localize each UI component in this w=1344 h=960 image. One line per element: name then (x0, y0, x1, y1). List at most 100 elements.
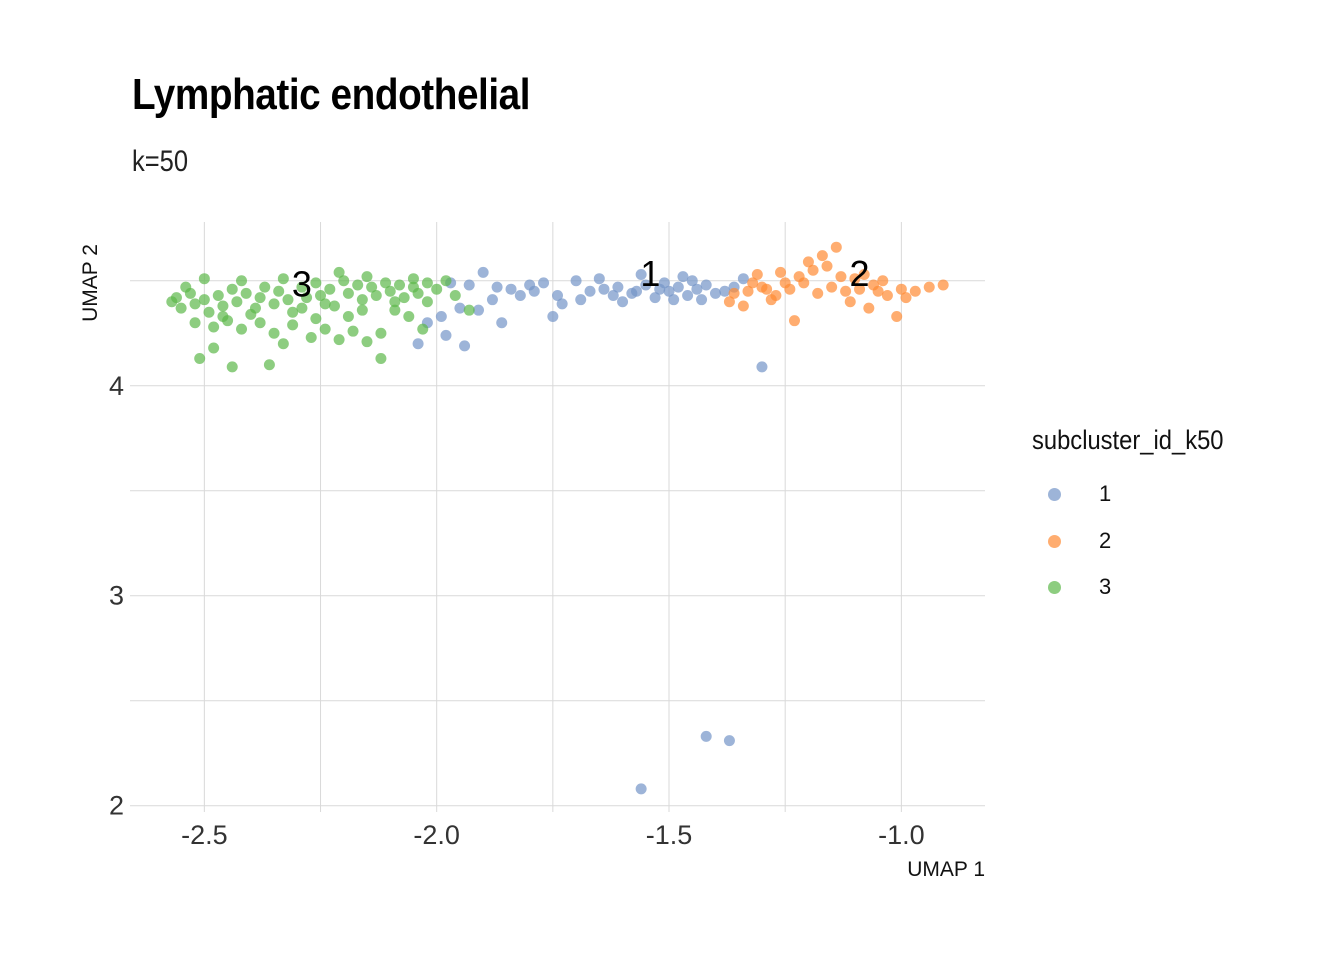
data-point-series-3 (263, 359, 275, 371)
data-point-series-1 (570, 275, 582, 287)
data-point-series-2 (723, 296, 735, 308)
data-point-series-1 (473, 304, 485, 316)
data-point-series-1 (635, 268, 647, 280)
data-point-series-1 (756, 361, 768, 373)
data-point-series-3 (310, 277, 322, 289)
data-point-series-1 (547, 310, 559, 322)
data-point-series-3 (212, 289, 224, 301)
data-point-series-2 (849, 273, 861, 285)
data-point-series-3 (226, 361, 238, 373)
data-point-series-3 (315, 289, 327, 301)
data-point-series-3 (180, 281, 192, 293)
data-point-series-3 (417, 323, 429, 335)
data-point-series-3 (287, 306, 299, 318)
data-point-series-3 (384, 285, 396, 297)
data-point-series-1 (677, 271, 689, 283)
data-point-series-1 (686, 275, 698, 287)
data-point-series-1 (454, 302, 466, 314)
data-point-series-2 (858, 268, 870, 280)
data-point-series-2 (747, 277, 759, 289)
data-point-series-3 (421, 296, 433, 308)
data-point-series-3 (361, 271, 373, 283)
chart-subtitle: k=50 (132, 145, 189, 178)
data-point-series-3 (189, 317, 201, 329)
data-point-series-3 (287, 319, 299, 331)
data-point-series-3 (240, 287, 252, 299)
data-point-series-3 (226, 283, 238, 295)
data-point-series-3 (259, 281, 271, 293)
data-point-series-1 (658, 277, 670, 289)
data-point-series-1 (440, 329, 452, 341)
data-point-series-1 (700, 279, 712, 291)
y-tick-label: 3 (109, 581, 124, 611)
data-point-series-2 (895, 283, 907, 295)
legend-key-3 (1048, 580, 1061, 594)
legend-label-2: 2 (1099, 528, 1112, 553)
data-point-series-1 (575, 294, 587, 306)
data-point-series-3 (342, 310, 354, 322)
data-point-series-2 (779, 277, 791, 289)
data-point-series-1 (635, 783, 647, 795)
data-point-series-1 (672, 281, 684, 293)
data-point-series-3 (217, 310, 229, 322)
data-point-series-3 (208, 342, 220, 354)
data-point-series-2 (821, 260, 833, 272)
y-tick-label: 4 (109, 371, 124, 401)
data-point-series-1 (593, 273, 605, 285)
data-point-series-3 (403, 310, 415, 322)
data-point-series-3 (389, 296, 401, 308)
data-point-series-3 (375, 327, 387, 339)
data-point-series-2 (937, 279, 949, 291)
x-tick-label: -1.0 (878, 820, 925, 850)
data-point-series-3 (305, 331, 317, 343)
data-point-series-3 (254, 292, 266, 304)
data-point-series-3 (166, 296, 178, 308)
data-point-series-1 (663, 285, 675, 297)
data-point-series-3 (347, 325, 359, 337)
data-point-series-3 (217, 300, 229, 312)
data-point-series-2 (816, 250, 828, 262)
data-point-series-1 (723, 735, 735, 747)
data-point-series-2 (891, 310, 903, 322)
y-tick-label: 2 (109, 791, 124, 821)
data-point-series-3 (301, 292, 313, 304)
data-point-series-3 (352, 279, 364, 291)
legend: subcluster_id_k50 1 2 3 (1032, 425, 1250, 599)
data-point-series-3 (198, 273, 210, 285)
data-point-series-3 (175, 302, 187, 314)
x-tick-label: -2.5 (181, 820, 228, 850)
data-point-series-1 (477, 266, 489, 278)
data-point-series-1 (696, 294, 708, 306)
data-point-series-3 (431, 283, 443, 295)
data-point-series-1 (598, 283, 610, 295)
data-point-series-3 (189, 298, 201, 310)
data-point-series-1 (700, 730, 712, 742)
data-point-series-1 (435, 310, 447, 322)
legend-item-1: 1 (1032, 479, 1111, 509)
cluster-labels: 1 2 3 (292, 253, 870, 304)
data-point-series-2 (830, 241, 842, 253)
data-point-series-3 (338, 275, 350, 287)
data-point-series-1 (630, 285, 642, 297)
data-point-series-3 (296, 281, 308, 293)
data-point-series-3 (361, 336, 373, 348)
data-point-series-2 (844, 296, 856, 308)
data-point-series-3 (407, 273, 419, 285)
chart-title: Lymphatic endothelial (132, 70, 531, 119)
data-point-series-2 (742, 285, 754, 297)
data-point-series-2 (923, 281, 935, 293)
data-point-series-3 (236, 275, 248, 287)
data-point-series-1 (737, 273, 749, 285)
data-point-series-1 (486, 294, 498, 306)
data-point-series-2 (751, 268, 763, 280)
data-point-series-3 (296, 302, 308, 314)
data-point-series-3 (389, 304, 401, 316)
data-point-series-2 (872, 285, 884, 297)
data-point-series-2 (788, 315, 800, 327)
data-point-series-2 (826, 281, 838, 293)
data-point-series-3 (310, 313, 322, 325)
data-point-series-3 (324, 283, 336, 295)
data-point-series-3 (231, 296, 243, 308)
legend-item-3: 3 (1032, 572, 1111, 602)
grid-lines (130, 222, 985, 812)
